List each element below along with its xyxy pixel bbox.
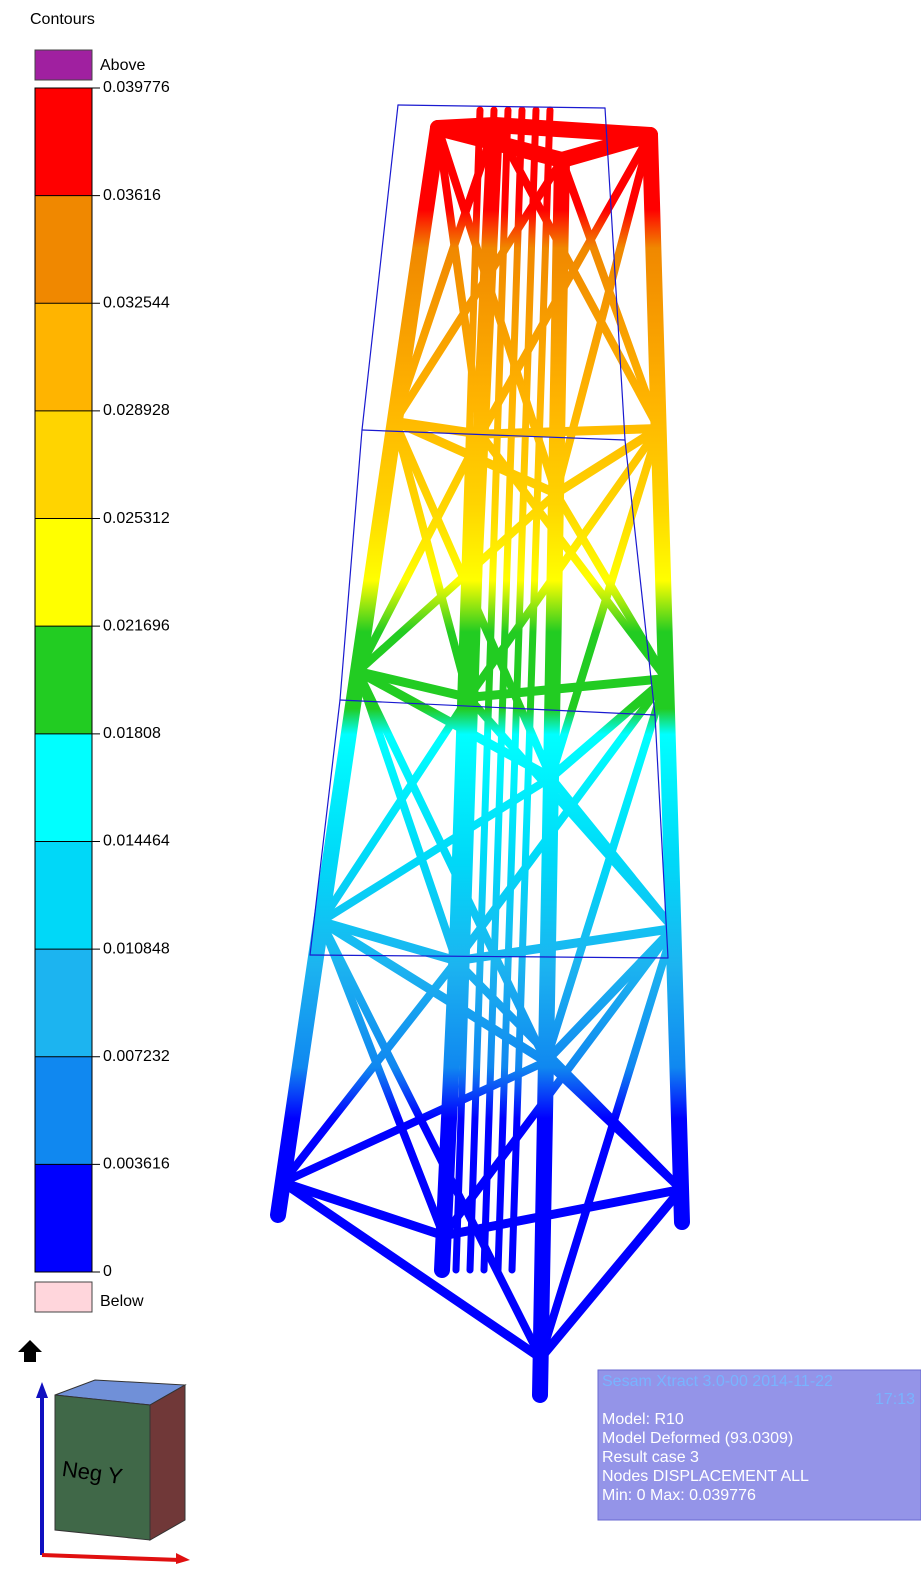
member	[452, 674, 670, 965]
info-line: Model Deformed (93.0309)	[602, 1430, 793, 1447]
member	[278, 1177, 546, 1363]
member	[270, 120, 446, 1223]
member	[476, 430, 670, 683]
legend-band	[35, 303, 92, 411]
member	[536, 1184, 686, 1363]
member	[353, 667, 473, 702]
member	[434, 117, 503, 1278]
member	[278, 1177, 449, 1241]
legend-level: 0	[103, 1263, 112, 1280]
legend-level: 0.039776	[103, 79, 170, 96]
member	[536, 924, 678, 1362]
member	[317, 693, 473, 926]
jacket-structure	[270, 104, 690, 1403]
legend-band	[35, 195, 92, 304]
info-header: 17:13	[875, 1391, 915, 1408]
member	[604, 107, 626, 441]
legend-level: 0.028928	[103, 402, 170, 419]
contour-legend: 0.039776 0.03616 0.032544 0.028928 0.025312 0…	[34, 79, 170, 1280]
conductor	[466, 106, 512, 1274]
member	[361, 429, 626, 441]
legend-band	[35, 1056, 92, 1165]
member	[278, 1057, 550, 1187]
below-swatch	[34, 1281, 93, 1313]
member	[354, 489, 561, 676]
legend-level: 0.025312	[103, 510, 170, 527]
member	[452, 956, 686, 1194]
member	[552, 131, 654, 498]
legend-level: 0.032544	[103, 294, 170, 311]
member	[532, 152, 570, 1403]
member	[354, 667, 550, 1066]
member	[487, 117, 658, 143]
member	[434, 124, 561, 498]
member	[390, 416, 486, 439]
home-icon[interactable]	[18, 1340, 42, 1362]
legend-band	[35, 1164, 92, 1272]
legend-band	[35, 841, 92, 950]
member	[491, 121, 663, 433]
legend-level: 0.010848	[103, 940, 170, 957]
info-header: Sesam Xtract 3.0-00 2014-11-22	[602, 1373, 833, 1390]
member	[464, 424, 663, 702]
view-cube[interactable]: Neg Y	[36, 1379, 190, 1564]
member	[309, 954, 669, 959]
member	[354, 430, 485, 676]
above-swatch	[34, 49, 93, 81]
member	[390, 417, 473, 702]
member	[551, 423, 664, 498]
member	[317, 773, 555, 926]
legend-band	[35, 949, 92, 1057]
member	[642, 127, 690, 1230]
legend-band	[35, 626, 92, 734]
member	[317, 917, 448, 1240]
member	[434, 124, 485, 439]
legend-band	[35, 88, 92, 196]
info-line: Min: 0 Max: 0.039776	[602, 1487, 756, 1504]
info-line: Model: R10	[602, 1411, 684, 1428]
above-label: Above	[100, 57, 145, 74]
info-line: Nodes DISPLACEMENT ALL	[602, 1468, 809, 1485]
member	[654, 714, 669, 959]
info-text: Sesam Xtract 3.0-00 2014-11-22 17:13 Model…	[602, 1373, 915, 1504]
member	[354, 667, 461, 965]
legend-level: 0.003616	[103, 1156, 170, 1173]
member	[278, 956, 461, 1187]
member	[624, 439, 656, 716]
member	[397, 104, 606, 109]
legend-band	[35, 733, 92, 842]
info-line: Result case 3	[602, 1449, 699, 1466]
legend-level: 0.014464	[103, 833, 170, 850]
member	[339, 699, 656, 716]
member	[339, 429, 363, 701]
member	[317, 917, 545, 1362]
member	[361, 104, 399, 431]
info-box	[597, 1369, 921, 1521]
legend-level: 0.021696	[103, 617, 170, 634]
legend-title: Contours	[30, 11, 95, 28]
legend-band	[35, 518, 92, 627]
legend-band	[35, 410, 92, 519]
member	[316, 917, 461, 966]
legend-level: 0.03616	[103, 187, 161, 204]
member	[541, 674, 670, 1066]
below-label: Below	[100, 1293, 144, 1310]
member	[390, 121, 499, 426]
member	[309, 699, 341, 956]
member	[439, 924, 678, 1240]
member	[464, 693, 678, 933]
member	[464, 674, 671, 702]
legend-level: 0.007232	[103, 1048, 170, 1065]
member	[430, 117, 503, 136]
legend-level: 0.01808	[103, 725, 161, 742]
member	[546, 674, 671, 782]
member	[439, 1184, 686, 1241]
